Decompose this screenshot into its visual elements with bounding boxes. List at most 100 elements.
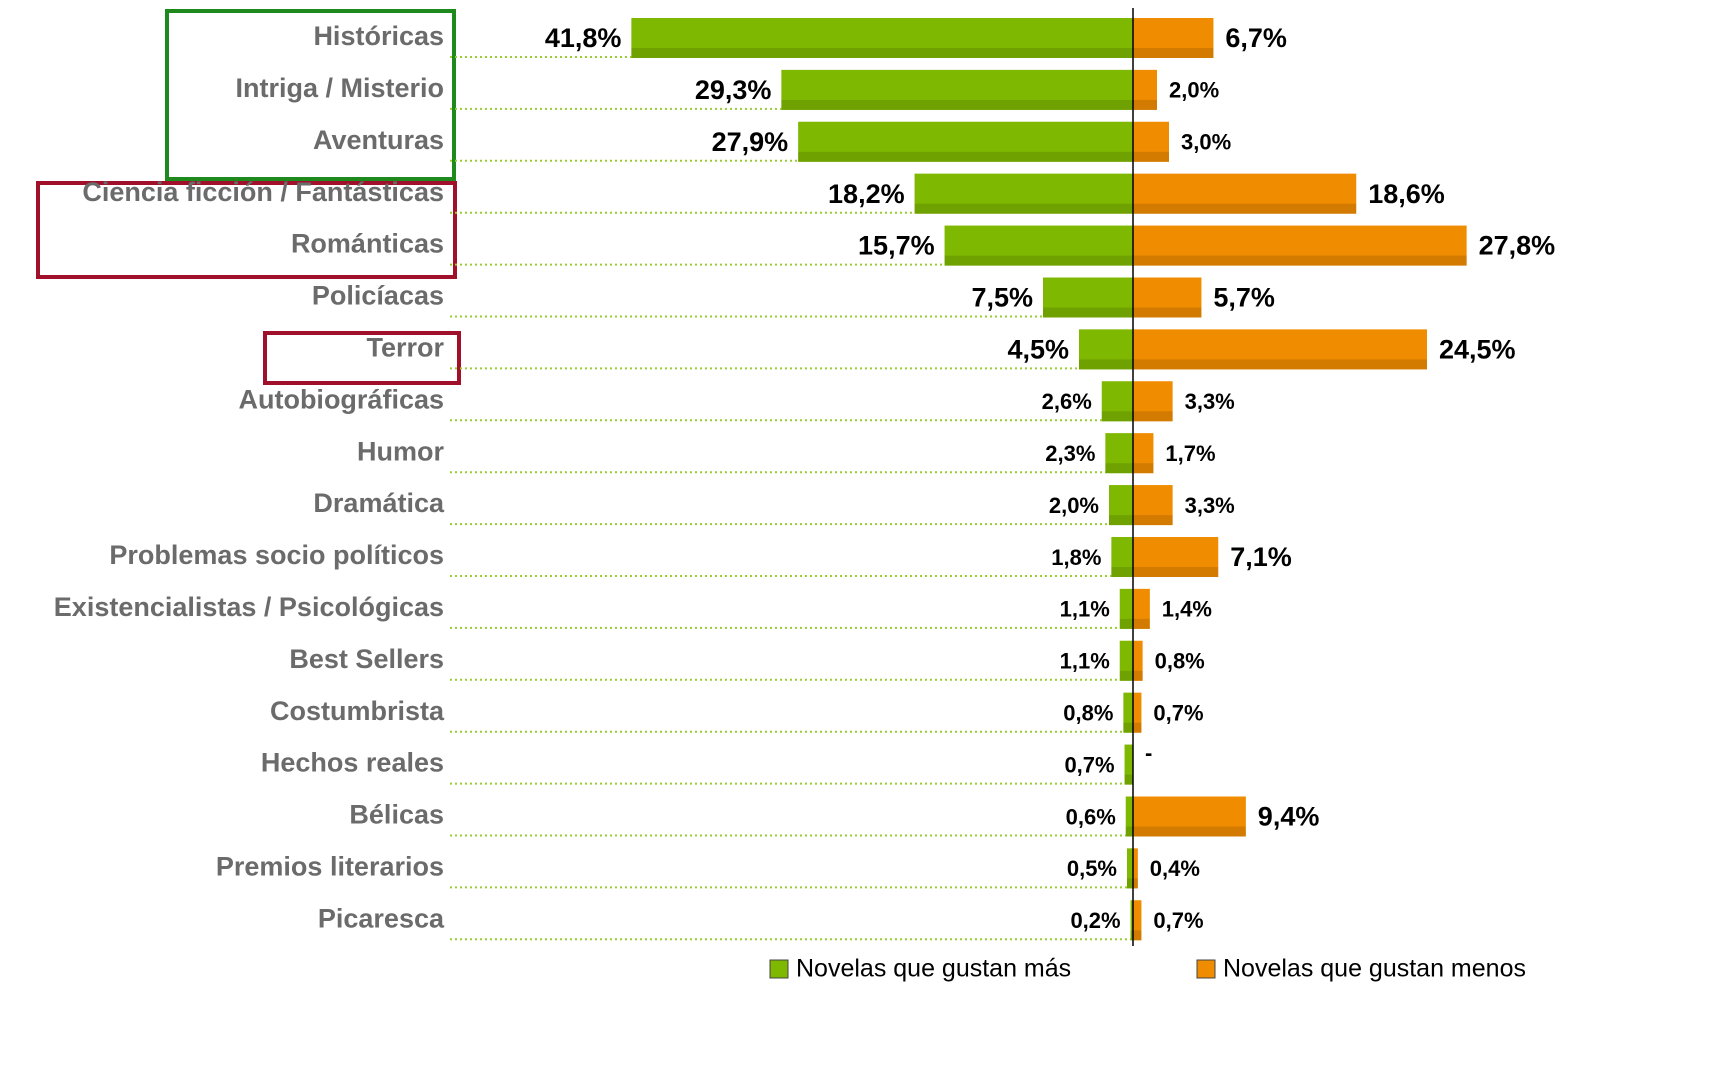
category-label: Aventuras: [313, 125, 444, 155]
value-label: 24,5%: [1439, 335, 1516, 365]
category-label: Premios literarios: [216, 852, 444, 882]
category-label: Románticas: [291, 229, 444, 259]
bar-shade: [1133, 203, 1357, 214]
bar-shade: [1133, 307, 1202, 318]
bar-shade: [944, 225, 1133, 266]
value-label: -: [1145, 740, 1152, 765]
bar-shade: [1124, 774, 1133, 785]
bar-shade: [798, 151, 1133, 162]
bar-shade: [631, 18, 1133, 58]
bar-shade: [1133, 848, 1138, 889]
bar-shade: [1124, 744, 1133, 785]
bar-shade: [1079, 329, 1133, 370]
value-label: 0,6%: [1066, 804, 1116, 829]
bar-shade: [1133, 588, 1150, 629]
bar-shade: [1133, 670, 1143, 681]
bar-shade: [1133, 255, 1467, 266]
bar-shade: [781, 69, 1133, 110]
value-label: 0,8%: [1063, 701, 1113, 726]
bar-shade: [1133, 99, 1157, 110]
bar-shade: [798, 121, 1133, 162]
bar-shade: [1133, 567, 1219, 577]
value-label: 27,8%: [1479, 231, 1556, 261]
value-label: 2,6%: [1042, 389, 1092, 414]
value-label: 1,4%: [1162, 597, 1212, 622]
bar-shade: [1133, 225, 1467, 266]
highlight-box: [263, 331, 461, 385]
bar-shade: [1133, 878, 1138, 889]
bar-shade: [1133, 69, 1157, 110]
value-label: 2,0%: [1169, 78, 1219, 103]
bar-shade: [1133, 722, 1142, 733]
bar-shade: [1133, 151, 1169, 162]
value-label: 2,0%: [1049, 493, 1099, 518]
value-label: 1,8%: [1051, 545, 1101, 570]
bar-shade: [1109, 515, 1133, 526]
bar-shade: [1123, 692, 1133, 733]
value-label: 3,3%: [1185, 493, 1235, 518]
value-label: 6,7%: [1225, 23, 1287, 53]
bar-shade: [1123, 722, 1133, 733]
bar-shade: [781, 99, 1133, 110]
category-label: Autobiográficas: [238, 384, 444, 414]
highlight-box: [165, 9, 456, 181]
bar-shade: [1130, 900, 1133, 941]
bar-shade: [1133, 485, 1173, 526]
category-label: Picaresca: [318, 903, 445, 933]
bar-shade: [1105, 433, 1133, 474]
bar-shade: [1111, 567, 1133, 577]
category-label: Humor: [357, 436, 444, 466]
value-label: 0,8%: [1155, 649, 1205, 674]
bar-shade: [1133, 433, 1154, 474]
value-label: 7,5%: [971, 283, 1033, 313]
category-label: Dramática: [313, 488, 445, 518]
bar-shade: [1079, 359, 1133, 370]
category-label: Problemas socio políticos: [109, 540, 444, 570]
value-label: 27,9%: [712, 127, 789, 157]
bar-shade: [1043, 277, 1133, 318]
bar-shade: [944, 255, 1133, 266]
bar-shade: [1133, 618, 1150, 629]
legend-label: Novelas que gustan menos: [1223, 955, 1526, 983]
highlight-box: [36, 181, 457, 279]
value-label: 29,3%: [695, 75, 772, 105]
value-label: 0,7%: [1153, 701, 1203, 726]
bar-shade: [1133, 640, 1143, 681]
category-label: Existencialistas / Psicológicas: [54, 592, 444, 622]
bar-shade: [1101, 411, 1133, 422]
value-label: 7,1%: [1230, 542, 1292, 572]
bar-shade: [631, 48, 1133, 58]
category-label: Best Sellers: [289, 644, 444, 674]
bar-shade: [1130, 930, 1133, 941]
value-label: 18,6%: [1368, 179, 1445, 209]
bar-shade: [1127, 878, 1133, 889]
value-label: 0,4%: [1150, 856, 1200, 881]
value-label: 1,1%: [1060, 597, 1110, 622]
value-label: 3,0%: [1181, 130, 1231, 155]
legend-label: Novelas que gustan más: [796, 955, 1071, 983]
bar-shade: [914, 203, 1133, 214]
bar-shade: [1133, 277, 1202, 318]
bar-shade: [1105, 463, 1133, 474]
bar-shade: [1133, 826, 1246, 837]
bar-shade: [1119, 618, 1133, 629]
bar-shade: [1133, 329, 1427, 370]
bar-shade: [1125, 826, 1133, 837]
bar-shade: [1133, 900, 1142, 941]
bar-shade: [1109, 485, 1133, 526]
bar-shade: [1111, 537, 1133, 577]
value-label: 0,7%: [1064, 752, 1114, 777]
value-label: 0,2%: [1070, 908, 1120, 933]
bar-shade: [1133, 173, 1357, 214]
category-label: Bélicas: [349, 800, 444, 830]
value-label: 0,5%: [1067, 856, 1117, 881]
category-label: Intriga / Misterio: [235, 73, 444, 103]
legend-swatch: [769, 959, 789, 979]
bar-shade: [1043, 307, 1133, 318]
bar-shade: [1133, 18, 1214, 58]
category-label: Históricas: [313, 21, 444, 51]
category-label: Ciencia ficción / Fantásticas: [82, 177, 444, 207]
value-label: 18,2%: [828, 179, 905, 209]
bar-shade: [1133, 359, 1427, 370]
